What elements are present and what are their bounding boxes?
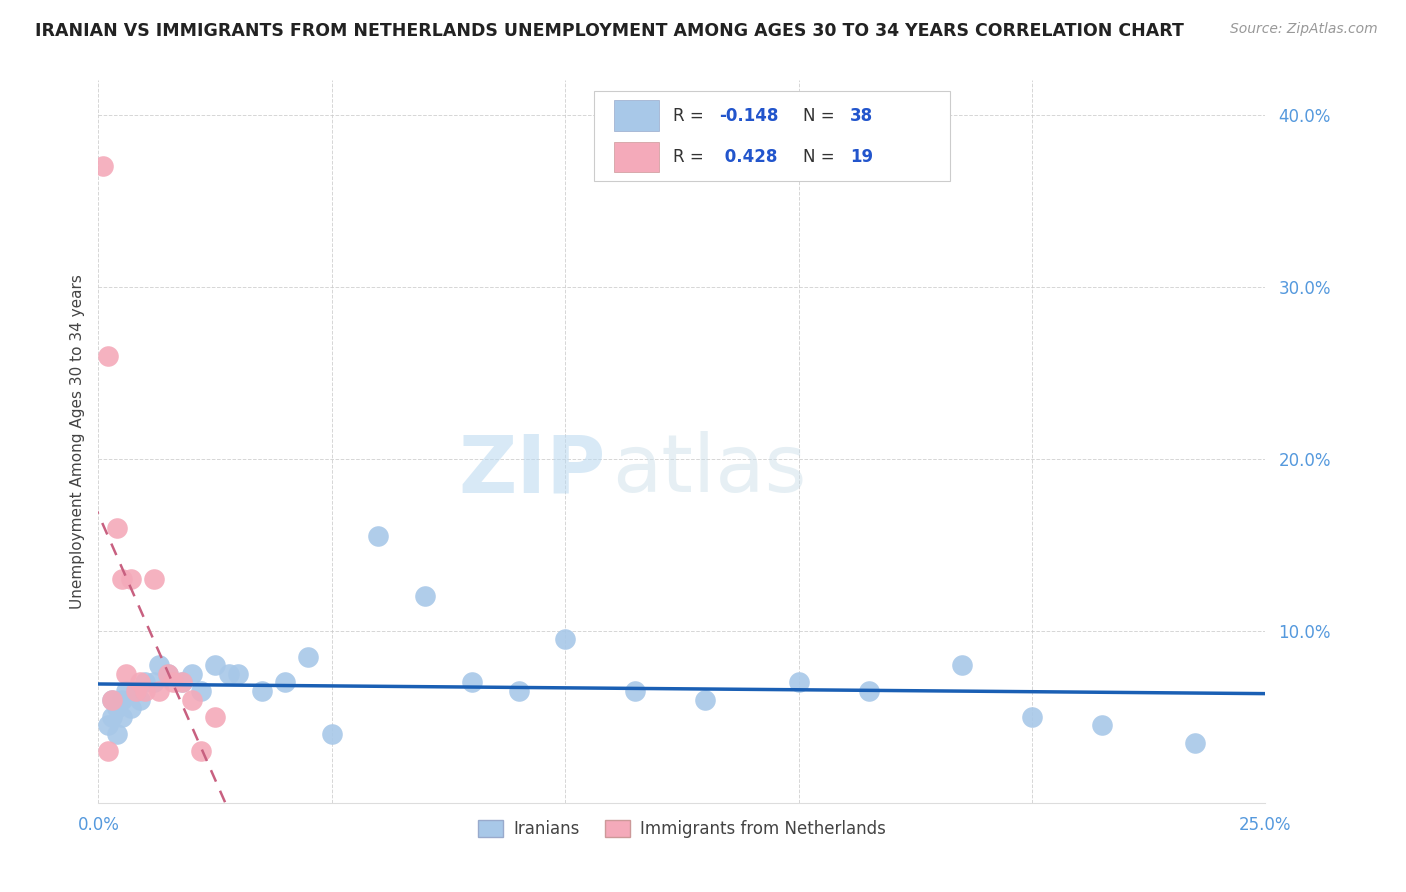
Point	[297, 649, 319, 664]
Point	[204, 710, 226, 724]
Point	[101, 710, 124, 724]
Point	[218, 666, 240, 681]
Point	[508, 684, 530, 698]
Text: 19: 19	[851, 148, 873, 166]
Point	[115, 684, 138, 698]
Point	[148, 684, 170, 698]
Y-axis label: Unemployment Among Ages 30 to 34 years: Unemployment Among Ages 30 to 34 years	[69, 274, 84, 609]
Text: N =: N =	[803, 106, 841, 125]
Text: 38: 38	[851, 106, 873, 125]
Point	[1021, 710, 1043, 724]
Point	[190, 744, 212, 758]
Point	[461, 675, 484, 690]
Text: R =: R =	[672, 106, 709, 125]
Point	[105, 701, 128, 715]
Point	[413, 590, 436, 604]
Legend: Iranians, Immigrants from Netherlands: Iranians, Immigrants from Netherlands	[471, 814, 893, 845]
Point	[134, 684, 156, 698]
Point	[111, 692, 134, 706]
Point	[624, 684, 647, 698]
Text: 0.428: 0.428	[720, 148, 778, 166]
Point	[172, 675, 194, 690]
Point	[1184, 735, 1206, 749]
Point	[321, 727, 343, 741]
Point	[105, 520, 128, 534]
Point	[157, 666, 180, 681]
Point	[120, 701, 142, 715]
Point	[190, 684, 212, 698]
Point	[111, 572, 134, 586]
Text: R =: R =	[672, 148, 709, 166]
FancyBboxPatch shape	[614, 142, 658, 172]
Point	[125, 684, 148, 698]
Text: N =: N =	[803, 148, 841, 166]
Point	[101, 692, 124, 706]
Point	[129, 692, 152, 706]
Point	[97, 349, 120, 363]
Point	[97, 718, 120, 732]
Point	[367, 529, 389, 543]
Point	[134, 675, 156, 690]
Point	[105, 727, 128, 741]
Point	[950, 658, 973, 673]
Point	[787, 675, 810, 690]
FancyBboxPatch shape	[595, 91, 950, 181]
Point	[143, 572, 166, 586]
Point	[172, 675, 194, 690]
Point	[111, 710, 134, 724]
Point	[129, 675, 152, 690]
Point	[554, 632, 576, 647]
Point	[858, 684, 880, 698]
Point	[180, 666, 202, 681]
Text: -0.148: -0.148	[720, 106, 779, 125]
Point	[143, 675, 166, 690]
Point	[1091, 718, 1114, 732]
Text: Source: ZipAtlas.com: Source: ZipAtlas.com	[1230, 22, 1378, 37]
Point	[120, 572, 142, 586]
FancyBboxPatch shape	[614, 100, 658, 130]
Point	[274, 675, 297, 690]
Text: ZIP: ZIP	[458, 432, 606, 509]
Text: IRANIAN VS IMMIGRANTS FROM NETHERLANDS UNEMPLOYMENT AMONG AGES 30 TO 34 YEARS CO: IRANIAN VS IMMIGRANTS FROM NETHERLANDS U…	[35, 22, 1184, 40]
Point	[157, 666, 180, 681]
Point	[101, 692, 124, 706]
Point	[125, 684, 148, 698]
Point	[228, 666, 250, 681]
Point	[180, 692, 202, 706]
Point	[695, 692, 717, 706]
Point	[148, 658, 170, 673]
Point	[115, 666, 138, 681]
Point	[162, 675, 184, 690]
Point	[97, 744, 120, 758]
Point	[250, 684, 273, 698]
Point	[91, 159, 114, 173]
Point	[204, 658, 226, 673]
Text: atlas: atlas	[612, 432, 806, 509]
